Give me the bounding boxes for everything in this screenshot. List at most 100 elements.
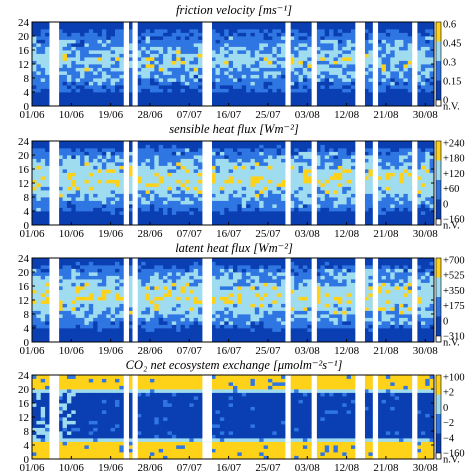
heat-cell — [93, 148, 98, 152]
heat-cell — [88, 141, 94, 145]
heat-cell — [368, 207, 374, 212]
heat-cell — [40, 211, 46, 215]
heat-cell — [307, 151, 313, 156]
heat-cell — [93, 144, 98, 149]
heat-cell — [97, 258, 103, 262]
heat-cell — [272, 53, 278, 58]
heat-cell — [364, 60, 369, 65]
heat-cell — [36, 317, 42, 322]
heat-cell — [337, 92, 343, 96]
heat-cell — [101, 314, 107, 318]
heat-cell — [176, 43, 181, 47]
heat-cell — [429, 204, 435, 208]
heat-cell — [254, 88, 260, 93]
heat-cell — [250, 50, 256, 54]
heat-cell — [141, 165, 147, 170]
heat-cell — [115, 88, 120, 93]
heat-cell — [106, 25, 112, 30]
heat-cell — [263, 60, 269, 65]
heat-cell — [289, 190, 295, 194]
heat-cell — [289, 218, 295, 222]
heat-cell — [149, 214, 155, 219]
heat-cell — [368, 60, 374, 65]
heat-cell — [101, 22, 107, 26]
heat-cell — [84, 321, 90, 325]
heat-cell — [71, 258, 77, 262]
heat-cell — [40, 32, 46, 37]
heat-cell — [281, 183, 286, 187]
heat-cell — [136, 183, 142, 187]
heat-cell — [407, 179, 413, 184]
heat-cell — [110, 85, 116, 89]
heat-cell — [93, 265, 98, 269]
heat-cell — [267, 190, 273, 194]
heat-cell — [329, 46, 334, 51]
heat-cell — [346, 190, 352, 194]
heat-cell — [289, 144, 295, 149]
heat-cell — [167, 179, 173, 184]
heat-cell — [403, 169, 409, 173]
heat-cell — [272, 32, 278, 37]
heat-cell — [276, 67, 282, 72]
heat-cell — [80, 279, 85, 283]
heat-cell — [84, 81, 90, 86]
heat-cell — [224, 71, 230, 75]
heat-cell — [368, 144, 374, 149]
heat-cell — [171, 144, 177, 149]
heat-cell — [254, 197, 260, 201]
heat-cell — [40, 162, 46, 166]
heat-cell — [97, 29, 103, 33]
heat-cell — [154, 211, 160, 215]
heat-cell — [246, 211, 251, 215]
heat-cell — [329, 176, 334, 180]
heat-cell — [149, 211, 155, 215]
heat-cell — [259, 85, 264, 89]
heat-cell — [40, 71, 46, 75]
heat-cell — [368, 190, 374, 194]
heat-cell — [385, 29, 391, 33]
heat-cell — [337, 88, 343, 93]
heat-cell — [224, 155, 230, 159]
heat-cell — [136, 197, 142, 201]
heat-cell — [267, 67, 273, 72]
heat-cell — [381, 43, 387, 47]
heat-cell — [219, 46, 225, 51]
heat-cell — [158, 169, 164, 173]
heat-cell — [93, 321, 98, 325]
heat-cell — [294, 85, 299, 89]
heat-cell — [97, 218, 103, 222]
heat-cell — [420, 43, 426, 47]
heat-cell — [88, 204, 94, 208]
heat-cell — [324, 95, 330, 100]
heat-cell — [167, 204, 173, 208]
heat-cell — [233, 64, 238, 68]
heat-cell — [110, 29, 116, 33]
heat-cell — [193, 60, 199, 65]
heat-cell — [198, 25, 203, 30]
heat-cell — [272, 39, 278, 44]
heat-cell — [211, 162, 216, 166]
x-tick-label: 28/06 — [137, 109, 163, 121]
heat-cell — [80, 81, 85, 86]
heat-cell — [320, 200, 326, 205]
heat-cell — [381, 221, 387, 226]
colorbar-tick-label: 0.15 — [443, 77, 461, 88]
heat-cell — [259, 214, 264, 219]
heat-cell — [141, 186, 147, 191]
heat-cell — [84, 317, 90, 322]
heat-cell — [333, 148, 339, 152]
heat-cell — [97, 265, 103, 269]
heat-cell — [32, 214, 37, 219]
heat-cell — [66, 218, 72, 222]
heat-cell — [211, 176, 216, 180]
heat-cell — [429, 221, 435, 226]
heat-cell — [110, 148, 116, 152]
heat-cell — [420, 39, 426, 44]
heat-cell — [71, 211, 77, 215]
heat-cell — [154, 218, 160, 222]
heat-cell — [45, 324, 50, 329]
heat-cell — [420, 92, 426, 96]
heat-cell — [342, 176, 348, 180]
heat-cell — [58, 148, 63, 152]
heat-cell — [75, 282, 81, 287]
